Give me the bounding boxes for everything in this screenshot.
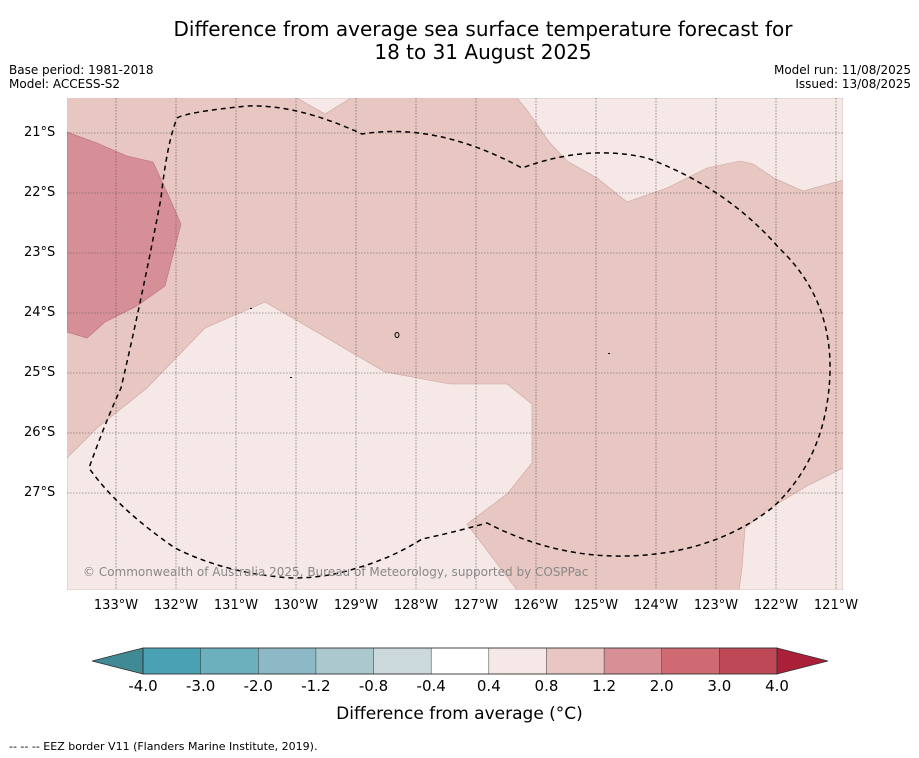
colorbar-cell [258,647,317,675]
lat-label: 23°S [24,245,56,260]
lon-label: 127°W [453,598,499,613]
colorbar-cell [488,647,548,675]
colorbar-cell [603,647,663,675]
island-marker [250,308,252,309]
colorbar-tick-label: 0.4 [476,677,501,695]
lat-label: 22°S [24,185,56,200]
lon-label: 124°W [633,598,679,613]
lon-label: 130°W [273,598,319,613]
lon-label: 128°W [393,598,439,613]
region-0.4-0.8-north [296,98,352,115]
colorbar-tick-label: -1.2 [301,677,331,695]
copyright-notice: © Commonwealth of Australia 2025, Bureau… [83,565,589,579]
model-run: Model run: 11/08/2025 [773,63,911,77]
lon-label: 125°W [573,598,619,613]
lon-label: 133°W [93,598,139,613]
lat-label: 25°S [24,365,56,380]
colorbar-cell [315,647,375,675]
colorbar-tick-label: -0.4 [416,677,446,695]
colorbar-under-arrow [91,647,144,675]
colorbar-cell [546,647,605,675]
colorbar-label: Difference from average (°C) [336,704,583,724]
region-0.4-0.8-southeast [738,467,843,590]
island-marker [290,377,292,378]
colorbar-over-arrow [776,647,829,675]
title-line-2: 18 to 31 August 2025 [374,40,592,64]
region-1.2-2.0-west [67,131,182,339]
colorbar [91,647,829,675]
colorbar-tick-label: -3.0 [185,677,216,695]
issued-date: Issued: 13/08/2025 [795,77,911,91]
colorbar-frame [142,647,778,675]
colorbar-cell [142,647,202,675]
colorbar-tick-label: 4.0 [765,677,789,695]
colorbar-tick-label: -4.0 [128,677,158,695]
model-name: Model: ACCESS-S2 [9,77,121,91]
colorbar-cell [661,647,721,675]
sst-anomaly-map [67,98,843,590]
map-gridlines [67,98,843,590]
lat-label: 26°S [24,425,56,440]
lon-label: 126°W [513,598,559,613]
island-marker [608,353,610,354]
lon-label: 129°W [333,598,379,613]
colorbar-cell [719,647,778,675]
colorbar-tick-label: 1.2 [592,677,617,695]
lon-label: 122°W [753,598,799,613]
colorbar-tick-label: -2.0 [243,677,273,695]
lon-label: 123°W [693,598,739,613]
eez-border [88,105,831,579]
lat-label: 27°S [24,485,56,500]
lat-label: 24°S [24,305,56,320]
colorbar-tick-label: -0.8 [358,677,389,695]
chart-title: Difference from average sea surface temp… [70,18,896,64]
region-0.4-0.8-northeast [516,98,843,203]
colorbar-cell [373,647,432,675]
lon-label: 131°W [213,598,259,613]
colorbar-tick-label: 0.8 [534,677,559,695]
lon-label: 132°W [153,598,199,613]
island-marker [394,332,400,338]
base-period: Base period: 1981-2018 [9,63,154,77]
colorbar-cell [200,647,260,675]
colorbar-tick-label: 2.0 [649,677,674,695]
lon-label: 121°W [813,598,859,613]
colorbar-cell [430,647,490,675]
meta-left: Base period: 1981-2018 Model: ACCESS-S2 [9,63,154,91]
lat-label: 21°S [24,125,56,140]
map-panel [67,98,843,590]
eez-footnote: -- -- -- EEZ border V11 (Flanders Marine… [9,740,318,753]
title-line-1: Difference from average sea surface temp… [173,17,793,41]
colorbar-cells [142,647,778,675]
colorbar-tick-label: 3.0 [707,677,732,695]
meta-right: Model run: 11/08/2025 Issued: 13/08/2025 [774,63,911,91]
